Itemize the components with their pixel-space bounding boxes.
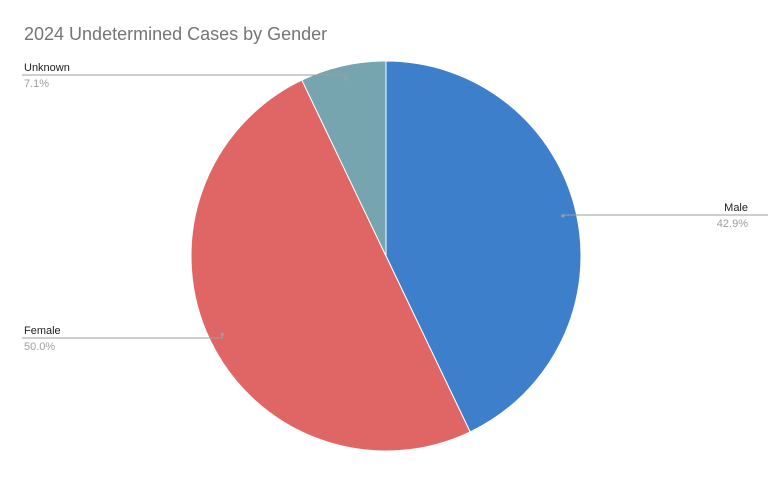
slice-label-female: Female: [24, 325, 61, 337]
callout-line-female: [22, 334, 223, 339]
slice-percent-unknown: 7.1%: [24, 78, 49, 90]
pie-slice-female: [190, 79, 471, 452]
slice-label-unknown: Unknown: [24, 62, 70, 74]
pie-callouts: Male 42.9% Female 50.0% Unknown 7.1%: [22, 62, 768, 353]
pie-slice-unknown: [301, 60, 387, 257]
pie-slice-male: [385, 60, 582, 433]
chart-title: 2024 Undetermined Cases by Gender: [24, 24, 328, 44]
callout-line-male: [562, 214, 768, 216]
callout-line-unknown: [22, 74, 347, 80]
slice-percent-male: 42.9%: [717, 218, 748, 230]
slice-percent-female: 50.0%: [24, 341, 55, 353]
slice-label-male: Male: [724, 202, 748, 214]
pie-slices: [190, 60, 582, 452]
